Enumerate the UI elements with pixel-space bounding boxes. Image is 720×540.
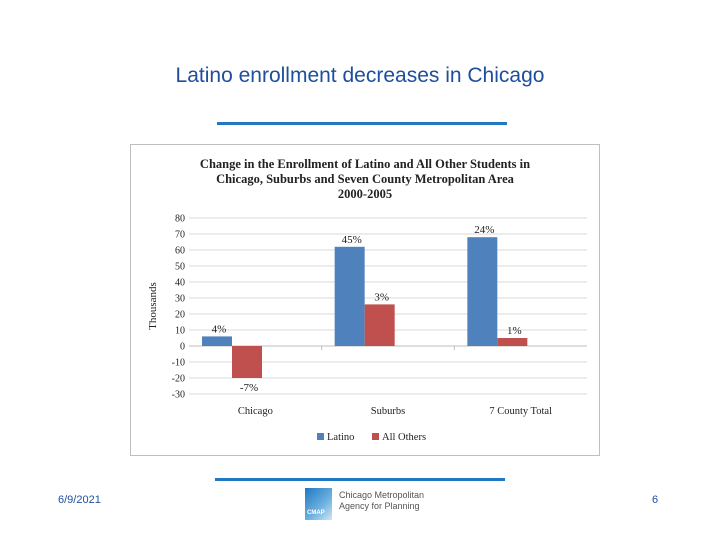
bar-latino: [467, 237, 498, 346]
x-tick-label: Suburbs: [371, 406, 405, 417]
chart-title: Change in the Enrollment of Latino and A…: [200, 157, 530, 201]
cmap-logo-mark: CMAP: [305, 488, 332, 520]
chart-title-line: Chicago, Suburbs and Seven County Metrop…: [216, 172, 515, 186]
slide-title: Latino enrollment decreases in Chicago: [175, 64, 545, 87]
y-tick-label: -30: [172, 390, 185, 401]
bar-data-label: 3%: [374, 291, 389, 303]
bar-latino: [202, 336, 232, 346]
bar-data-label: -7%: [240, 382, 258, 394]
footer-rule: [215, 478, 505, 481]
logo-line-1: Chicago Metropolitan: [339, 490, 425, 500]
chart-title-line: 2000-2005: [338, 187, 392, 201]
page-number: 6: [652, 494, 659, 506]
bar-all-others: [364, 304, 395, 346]
bar-data-label: 4%: [212, 323, 227, 335]
legend-swatch: [317, 433, 324, 440]
y-tick-label: 40: [175, 278, 185, 289]
bar-all-others: [497, 338, 528, 346]
y-tick-labels: 80 70 60 50 40 30 20 10 0 -10 -20 -30: [172, 214, 185, 401]
y-tick-label: -10: [172, 358, 185, 369]
x-tick-label: 7 County Total: [489, 406, 552, 417]
legend-entry: All Others: [382, 432, 426, 443]
bar-data-label: 1%: [507, 325, 522, 337]
bar-latino: [334, 246, 365, 346]
cmap-logo-mark-text: CMAP: [307, 510, 325, 516]
logo-line-2: Agency for Planning: [339, 501, 420, 511]
legend-entry: Latino: [327, 432, 354, 443]
y-tick-label: 0: [180, 342, 185, 353]
bars: [202, 237, 528, 378]
bar-data-label: 45%: [342, 234, 362, 246]
y-tick-label: 70: [175, 230, 185, 241]
chart-title-line: Change in the Enrollment of Latino and A…: [200, 157, 530, 171]
y-tick-label: 50: [175, 262, 185, 273]
cmap-logo: CMAP Chicago Metropolitan Agency for Pla…: [305, 488, 425, 522]
enrollment-bar-chart: Change in the Enrollment of Latino and A…: [147, 157, 587, 443]
bar-all-others: [232, 346, 262, 378]
y-tick-label: 30: [175, 294, 185, 305]
y-tick-label: 20: [175, 310, 185, 321]
y-tick-label: 80: [175, 214, 185, 225]
y-tick-label: -20: [172, 374, 185, 385]
chart-frame: Change in the Enrollment of Latino and A…: [130, 144, 600, 456]
bar-data-label: 24%: [474, 224, 494, 236]
y-tick-label: 10: [175, 326, 185, 337]
title-underline: [217, 122, 507, 125]
slide-date: 6/9/2021: [58, 494, 101, 506]
legend-swatch: [372, 433, 379, 440]
bar-labels: 4% -7% 45% 3% 24% 1%: [212, 224, 522, 394]
y-tick-label: 60: [175, 246, 185, 257]
legend: Latino All Others: [317, 432, 426, 443]
x-tick-labels: Chicago Suburbs 7 County Total: [238, 406, 552, 417]
y-axis-label: Thousands: [147, 282, 159, 330]
x-tick-label: Chicago: [238, 406, 273, 417]
